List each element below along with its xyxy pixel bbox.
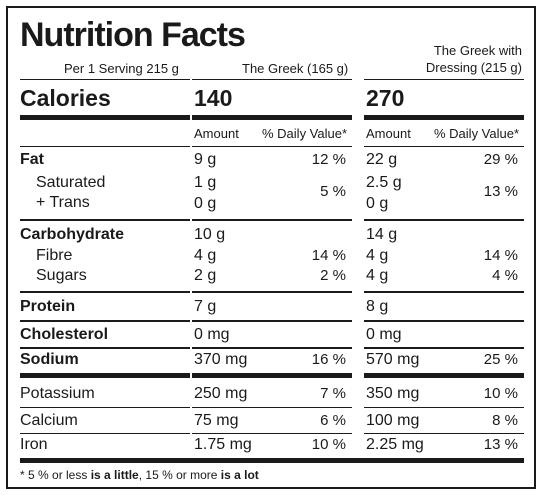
fibre-p2: 14 % [483, 247, 518, 264]
carbohydrate-c2: 14 g [366, 226, 398, 243]
potassium-c2: 350 mg [366, 385, 420, 402]
col1-header: The Greek (165 g) [242, 61, 349, 76]
calories-label: Calories [20, 85, 111, 111]
row-divider [364, 320, 524, 322]
sodium-p2: 25 % [483, 351, 518, 368]
iron-c1: 1.75 mg [194, 436, 252, 453]
fat-p2: 29 % [483, 151, 518, 168]
row-divider [364, 146, 524, 147]
serving-size: Per 1 Serving 215 g [64, 61, 179, 76]
sodium-label: Sodium [20, 351, 79, 368]
protein-label: Protein [20, 298, 76, 315]
fat-p1: 12 % [311, 151, 346, 168]
fat-c2: 22 g [366, 151, 398, 168]
dv-header-2: % Daily Value* [434, 126, 520, 141]
iron-label: Iron [20, 436, 48, 453]
carbohydrate-c1: 10 g [194, 226, 226, 243]
calcium-c2: 100 mg [366, 412, 420, 429]
fibre-label: Fibre [36, 247, 73, 264]
fibre-c2: 4 g [366, 247, 389, 264]
calories-bar-2 [192, 115, 352, 120]
row-divider [20, 146, 190, 147]
row-divider [20, 320, 190, 322]
cholesterol-c2: 0 mg [366, 326, 402, 343]
potassium-c1: 250 mg [194, 385, 248, 402]
saturated-c2: 2.5 g [366, 174, 402, 191]
row-divider [364, 291, 524, 293]
row-divider [20, 373, 190, 378]
amount-header-2: Amount [366, 126, 411, 141]
fibre-p1: 14 % [311, 247, 346, 264]
calories-col1: 140 [194, 85, 233, 111]
calcium-p2: 8 % [492, 412, 518, 429]
sodium-p1: 16 % [311, 351, 346, 368]
row-divider [364, 347, 524, 349]
carbohydrate-label: Carbohydrate [20, 226, 125, 243]
fat-c1: 9 g [194, 151, 217, 168]
sodium-c1: 370 mg [194, 351, 248, 368]
nutrition-facts-panel: Nutrition Facts Per 1 Serving 215 g The … [6, 6, 536, 489]
calcium-c1: 75 mg [194, 412, 239, 429]
row-divider [20, 219, 190, 221]
sugars-c1: 2 g [194, 267, 217, 284]
protein-c1: 7 g [194, 298, 217, 315]
bottom-bar [20, 458, 524, 463]
row-divider [20, 433, 190, 434]
row-divider [364, 219, 524, 221]
row-divider [20, 291, 190, 293]
row-divider [364, 433, 524, 434]
row-divider [20, 407, 190, 408]
trans-c1: 0 g [194, 195, 217, 212]
calcium-label: Calcium [20, 412, 78, 429]
potassium-p1: 7 % [320, 385, 346, 402]
dv-header-1: % Daily Value* [262, 126, 348, 141]
header-divider-2 [192, 79, 352, 80]
row-divider [192, 219, 352, 221]
row-divider [364, 373, 524, 378]
footnote: * 5 % or less is a little, 15 % or more … [20, 468, 259, 482]
header-divider-1 [20, 79, 190, 80]
iron-c2: 2.25 mg [366, 436, 424, 453]
col2-header-line1: The Greek with [433, 43, 522, 58]
row-divider [192, 433, 352, 434]
iron-p2: 13 % [483, 436, 518, 453]
sat-trans-p2: 13 % [483, 183, 518, 200]
fat-label: Fat [20, 151, 44, 168]
sugars-p1: 2 % [320, 267, 346, 284]
row-divider [192, 146, 352, 147]
row-divider [192, 407, 352, 408]
row-divider [364, 407, 524, 408]
row-divider [192, 347, 352, 349]
row-divider [192, 291, 352, 293]
sugars-c2: 4 g [366, 267, 389, 284]
col2-header-line2: Dressing (215 g) [425, 60, 522, 75]
sugars-label: Sugars [36, 267, 87, 284]
saturated-label: Saturated [36, 174, 106, 191]
iron-p1: 10 % [311, 436, 346, 453]
sodium-c2: 570 mg [366, 351, 420, 368]
row-divider [192, 373, 352, 378]
trans-label: + Trans [36, 194, 90, 211]
sat-trans-p1: 5 % [320, 183, 346, 200]
amount-header-1: Amount [194, 126, 239, 141]
calories-col2: 270 [366, 85, 405, 111]
header-divider-3 [364, 79, 524, 80]
potassium-label: Potassium [20, 385, 95, 402]
saturated-c1: 1 g [194, 174, 217, 191]
cholesterol-c1: 0 mg [194, 326, 230, 343]
calories-bar-1 [20, 115, 190, 120]
sugars-p2: 4 % [492, 267, 518, 284]
potassium-p2: 10 % [483, 385, 518, 402]
cholesterol-label: Cholesterol [20, 326, 109, 343]
trans-c2: 0 g [366, 195, 389, 212]
fibre-c1: 4 g [194, 247, 217, 264]
row-divider [192, 320, 352, 322]
nutrition-title: Nutrition Facts [20, 16, 246, 54]
calories-bar-3 [364, 115, 524, 120]
calcium-p1: 6 % [320, 412, 346, 429]
protein-c2: 8 g [366, 298, 389, 315]
row-divider [20, 347, 190, 349]
